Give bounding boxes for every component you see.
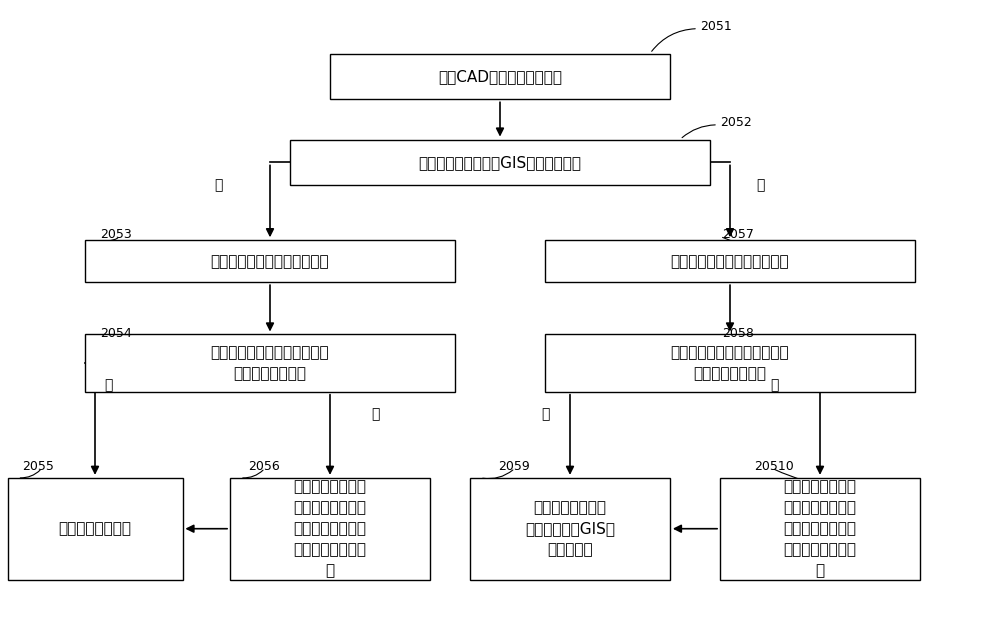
Text: 2052: 2052 bbox=[720, 117, 752, 129]
Text: 则对第二文件进行
文件切分，以使切
分后的第二文件满
足第二文件限制条
件: 则对第二文件进行 文件切分，以使切 分后的第二文件满 足第二文件限制条 件 bbox=[784, 479, 856, 578]
FancyBboxPatch shape bbox=[85, 240, 455, 282]
Text: 2058: 2058 bbox=[722, 327, 754, 340]
Text: 遍历CAD文件中的实体数据: 遍历CAD文件中的实体数据 bbox=[438, 69, 562, 84]
FancyBboxPatch shape bbox=[330, 54, 670, 99]
FancyBboxPatch shape bbox=[290, 140, 710, 185]
Text: 否: 否 bbox=[371, 407, 379, 421]
Text: 将第二文件中的实
体数据处理为GIS可
识别的数据: 将第二文件中的实 体数据处理为GIS可 识别的数据 bbox=[525, 500, 615, 557]
FancyBboxPatch shape bbox=[85, 334, 455, 392]
Text: 2053: 2053 bbox=[100, 228, 132, 241]
Text: 2057: 2057 bbox=[722, 228, 754, 241]
Text: 否: 否 bbox=[756, 178, 764, 192]
Text: 判断实体数据是否为GIS可识别的数据: 判断实体数据是否为GIS可识别的数据 bbox=[418, 155, 582, 170]
FancyBboxPatch shape bbox=[470, 478, 670, 580]
Text: 2051: 2051 bbox=[700, 20, 732, 33]
Text: 是: 是 bbox=[541, 407, 549, 421]
FancyBboxPatch shape bbox=[8, 478, 182, 580]
Text: 将实体数据分割至第二文件中: 将实体数据分割至第二文件中 bbox=[671, 254, 789, 269]
Text: 否: 否 bbox=[770, 378, 778, 392]
Text: 2054: 2054 bbox=[100, 327, 132, 340]
Text: 判断第二文件是否满足预设的
第二文件限制条件: 判断第二文件是否满足预设的 第二文件限制条件 bbox=[671, 345, 789, 381]
Text: 2055: 2055 bbox=[22, 460, 54, 473]
Text: 将实体数据分割至第一文件中: 将实体数据分割至第一文件中 bbox=[211, 254, 329, 269]
Text: 保持第一文件不变: 保持第一文件不变 bbox=[58, 521, 132, 536]
Text: 20510: 20510 bbox=[754, 460, 794, 473]
Text: 2059: 2059 bbox=[498, 460, 530, 473]
Text: 判断第一文件是否满足预设的
第一文件限制条件: 判断第一文件是否满足预设的 第一文件限制条件 bbox=[211, 345, 329, 381]
Text: 是: 是 bbox=[104, 378, 112, 392]
FancyBboxPatch shape bbox=[545, 240, 915, 282]
Text: 则对第一文件进行
文件切分，以使切
分后的第一文件满
足第一文件限制条
件: 则对第一文件进行 文件切分，以使切 分后的第一文件满 足第一文件限制条 件 bbox=[294, 479, 366, 578]
FancyBboxPatch shape bbox=[230, 478, 430, 580]
FancyBboxPatch shape bbox=[720, 478, 920, 580]
FancyBboxPatch shape bbox=[545, 334, 915, 392]
Text: 2056: 2056 bbox=[248, 460, 280, 473]
Text: 是: 是 bbox=[214, 178, 222, 192]
